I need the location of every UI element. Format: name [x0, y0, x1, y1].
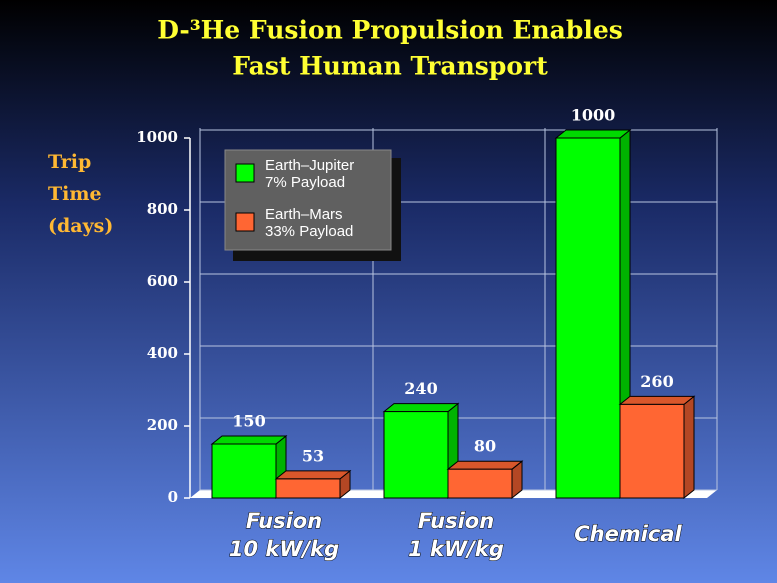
bar [446, 460, 524, 500]
x-tick-label: Fusion [246, 509, 322, 533]
legend-label: Earth–Jupiter [265, 157, 354, 174]
legend-swatch [235, 212, 255, 232]
y-axis-label: Time [48, 183, 102, 205]
bar-top [274, 470, 352, 480]
chart-title: D-³He Fusion Propulsion Enables [157, 16, 623, 45]
bars [210, 128, 696, 500]
x-tick-label: 1 kW/kg [408, 537, 504, 561]
y-tick-label: 0 [168, 488, 178, 506]
value-label: 260 [640, 372, 673, 391]
value-label: 1000 [571, 106, 616, 125]
y-tick-label: 600 [147, 272, 178, 290]
legend-label: Earth–Mars [265, 206, 343, 223]
bar [210, 434, 288, 500]
value-label: 240 [404, 379, 437, 398]
bar-front [275, 478, 341, 499]
bar-top [382, 403, 460, 413]
x-tick-label: 10 kW/kg [229, 537, 339, 561]
bar [618, 395, 696, 500]
labels: 150 53 Fusion 10 kW/kg 240 80 Fusion 1 kW/kg 100… [228, 106, 683, 562]
value-label: 80 [474, 437, 496, 456]
bar [554, 128, 632, 500]
bar-top [554, 129, 632, 139]
legend-swatch [235, 163, 255, 183]
value-label: 150 [232, 412, 265, 431]
bar [274, 469, 352, 500]
x-tick-label: Chemical [574, 522, 682, 546]
chart-title: Fast Human Transport [232, 52, 548, 81]
bar-front [447, 468, 513, 499]
value-label: 53 [302, 446, 324, 465]
y-axis-label: Trip [48, 151, 91, 173]
legend-description: 7% Payload [265, 174, 345, 191]
bar-top [446, 460, 524, 470]
bar-top [210, 435, 288, 445]
bar-top [618, 395, 696, 405]
bar-front [383, 411, 449, 499]
x-tick-label: Fusion [418, 509, 494, 533]
y-axis-label: (days) [48, 215, 113, 237]
bar-front [211, 443, 277, 499]
legend-description: 33% Payload [265, 223, 353, 240]
bar-front [555, 137, 621, 499]
bar-side [683, 395, 695, 500]
y-tick-label: 800 [147, 200, 178, 218]
y-tick-label: 400 [147, 344, 178, 362]
y-tick-label: 1000 [136, 128, 178, 146]
bar-front [619, 403, 685, 499]
bar [382, 402, 460, 500]
y-tick-label: 200 [147, 416, 178, 434]
